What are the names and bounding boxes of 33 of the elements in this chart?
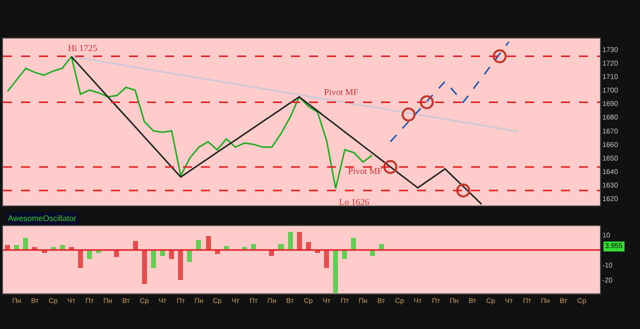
annotation: Lo 1626 bbox=[339, 197, 370, 207]
bar bbox=[187, 250, 192, 262]
bar bbox=[160, 250, 165, 256]
bar bbox=[297, 232, 302, 250]
point bbox=[420, 95, 434, 110]
bar bbox=[78, 250, 83, 268]
point bbox=[492, 49, 507, 64]
point bbox=[383, 160, 398, 174]
bar bbox=[333, 250, 338, 294]
annotation: Hi 1725 bbox=[68, 43, 98, 53]
bar bbox=[269, 250, 274, 256]
bar bbox=[151, 250, 156, 268]
bar bbox=[206, 236, 211, 250]
bar bbox=[178, 250, 183, 280]
bar bbox=[351, 238, 356, 250]
line-series bbox=[70, 56, 519, 132]
line-series bbox=[390, 41, 510, 142]
bar bbox=[342, 250, 347, 260]
bar bbox=[87, 250, 92, 260]
bar bbox=[169, 250, 174, 260]
bar bbox=[324, 250, 329, 268]
chart-title: AwesomeOscillator bbox=[8, 214, 77, 223]
bar bbox=[114, 250, 119, 258]
point bbox=[456, 183, 470, 198]
bar bbox=[23, 238, 28, 250]
point bbox=[402, 108, 416, 122]
annotation: Pivot MF bbox=[324, 87, 358, 97]
bar bbox=[370, 250, 375, 256]
bar bbox=[196, 240, 201, 250]
bar bbox=[142, 250, 147, 284]
bar bbox=[288, 232, 293, 250]
line-series bbox=[70, 56, 482, 205]
annotation: Pivot MF bbox=[348, 166, 382, 176]
